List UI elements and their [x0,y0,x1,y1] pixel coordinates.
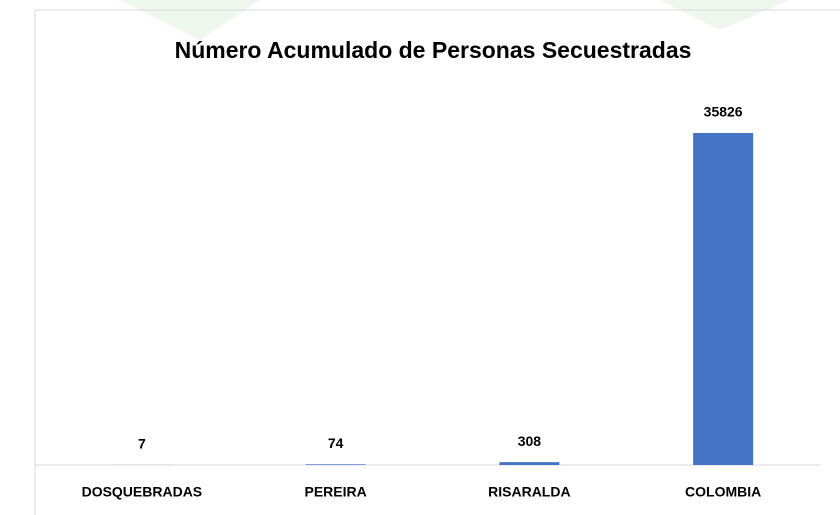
x-tick-label: COLOMBIA [685,484,761,500]
chart-title: Número Acumulado de Personas Secuestrada… [175,37,692,63]
bar [693,133,754,465]
data-label: 35826 [704,104,743,120]
bar [305,464,366,465]
bar [499,462,560,465]
data-label: 74 [328,435,344,451]
data-label: 7 [138,436,146,452]
x-tick-label: DOSQUEBRADAS [82,484,203,500]
x-tick-label: PEREIRA [305,484,367,500]
x-tick-label: RISARALDA [488,484,570,500]
data-label: 308 [518,433,542,449]
watermark [660,0,790,30]
